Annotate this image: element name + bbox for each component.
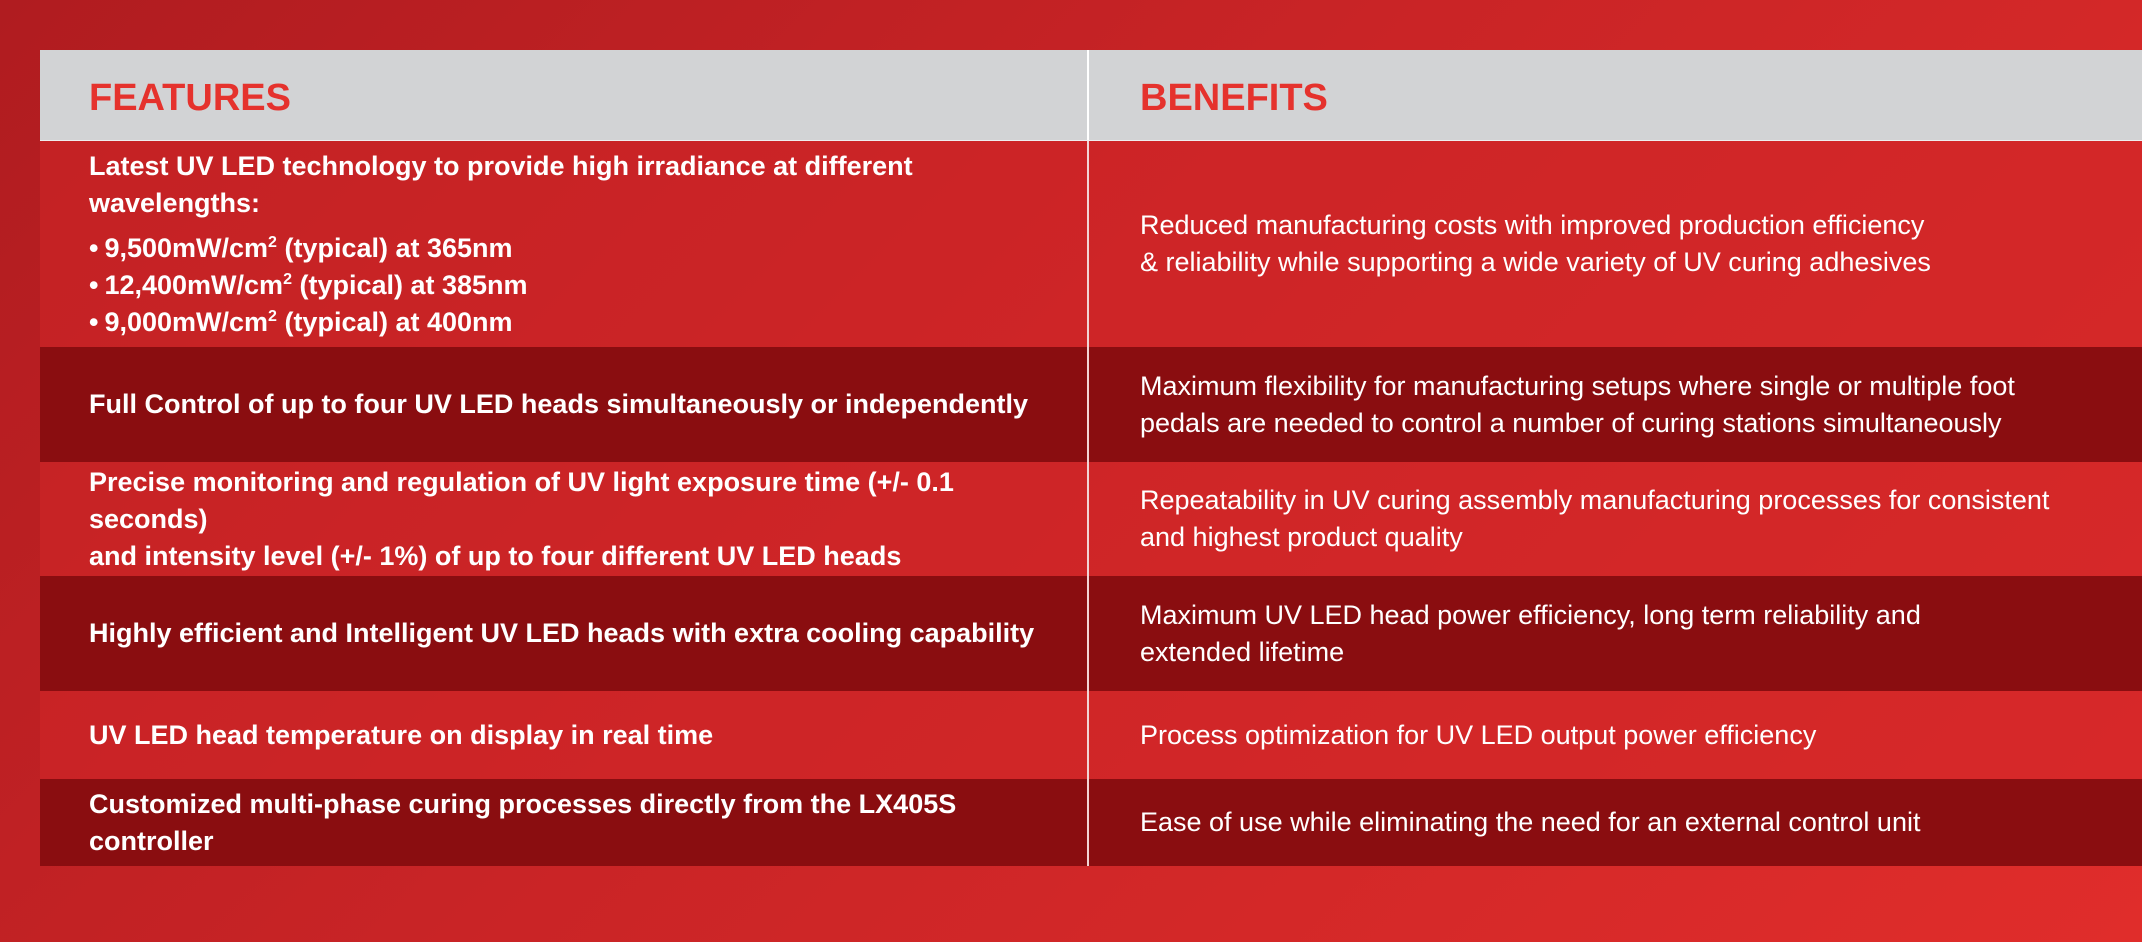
list-item: 12,400mW/cm2 (typical) at 385nm bbox=[89, 267, 1057, 304]
benefit-text: pedals are needed to control a number of… bbox=[1140, 407, 2002, 438]
feature-text: Highly efficient and Intelligent UV LED … bbox=[89, 618, 1035, 648]
wavelength-list: 9,500mW/cm2 (typical) at 365nm 12,400mW/… bbox=[89, 230, 1057, 341]
benefit-cell: Maximum flexibility for manufacturing se… bbox=[1089, 347, 2142, 462]
table-row: UV LED head temperature on display in re… bbox=[40, 691, 2142, 779]
benefit-text: and highest product quality bbox=[1140, 522, 1463, 552]
benefit-text: Ease of use while eliminating the need f… bbox=[1140, 807, 1921, 837]
feature-cell: Highly efficient and Intelligent UV LED … bbox=[40, 576, 1089, 691]
feature-cell: UV LED head temperature on display in re… bbox=[40, 691, 1089, 779]
table-row: Full Control of up to four UV LED heads … bbox=[40, 347, 2142, 462]
list-item: 9,000mW/cm2 (typical) at 400nm bbox=[89, 304, 1057, 341]
feature-cell: Latest UV LED technology to provide high… bbox=[40, 141, 1089, 347]
benefit-cell: Ease of use while eliminating the need f… bbox=[1089, 779, 2142, 866]
feature-text: Customized multi-phase curing processes … bbox=[89, 788, 957, 856]
table-row: Latest UV LED technology to provide high… bbox=[40, 141, 2142, 347]
feature-text: Latest UV LED technology to provide high… bbox=[89, 150, 913, 218]
features-benefits-table: FEATURES BENEFITS Latest UV LED technolo… bbox=[40, 50, 2142, 866]
benefits-heading: BENEFITS bbox=[1140, 77, 1328, 119]
feature-text: Full Control of up to four UV LED heads … bbox=[89, 389, 1029, 419]
benefit-cell: Process optimization for UV LED output p… bbox=[1089, 691, 2142, 779]
benefit-cell: Repeatability in UV curing assembly manu… bbox=[1089, 462, 2142, 576]
benefit-text: Maximum UV LED head power efficiency, lo… bbox=[1140, 599, 1921, 630]
feature-cell: Full Control of up to four UV LED heads … bbox=[40, 347, 1089, 462]
table-row: Customized multi-phase curing processes … bbox=[40, 779, 2142, 866]
benefit-text: & reliability while supporting a wide va… bbox=[1140, 247, 1931, 277]
benefit-text: Repeatability in UV curing assembly manu… bbox=[1140, 485, 2050, 515]
benefit-cell: Reduced manufacturing costs with improve… bbox=[1089, 141, 2142, 347]
benefit-text: Reduced manufacturing costs with improve… bbox=[1140, 210, 1925, 240]
table-header: FEATURES BENEFITS bbox=[40, 50, 2142, 141]
benefit-text: extended lifetime bbox=[1140, 636, 1345, 667]
feature-text: Precise monitoring and regulation of UV … bbox=[89, 466, 954, 534]
benefit-text: Process optimization for UV LED output p… bbox=[1140, 719, 1817, 750]
feature-text: and intensity level (+/- 1%) of up to fo… bbox=[89, 540, 902, 571]
feature-cell: Customized multi-phase curing processes … bbox=[40, 779, 1089, 866]
table-row: Precise monitoring and regulation of UV … bbox=[40, 462, 2142, 576]
benefit-cell: Maximum UV LED head power efficiency, lo… bbox=[1089, 576, 2142, 691]
table-row: Highly efficient and Intelligent UV LED … bbox=[40, 576, 2142, 691]
benefit-text: Maximum flexibility for manufacturing se… bbox=[1140, 370, 2015, 401]
features-heading: FEATURES bbox=[40, 50, 1089, 140]
feature-cell: Precise monitoring and regulation of UV … bbox=[40, 462, 1089, 576]
feature-text: UV LED head temperature on display in re… bbox=[89, 719, 714, 750]
list-item: 9,500mW/cm2 (typical) at 365nm bbox=[89, 230, 1057, 267]
